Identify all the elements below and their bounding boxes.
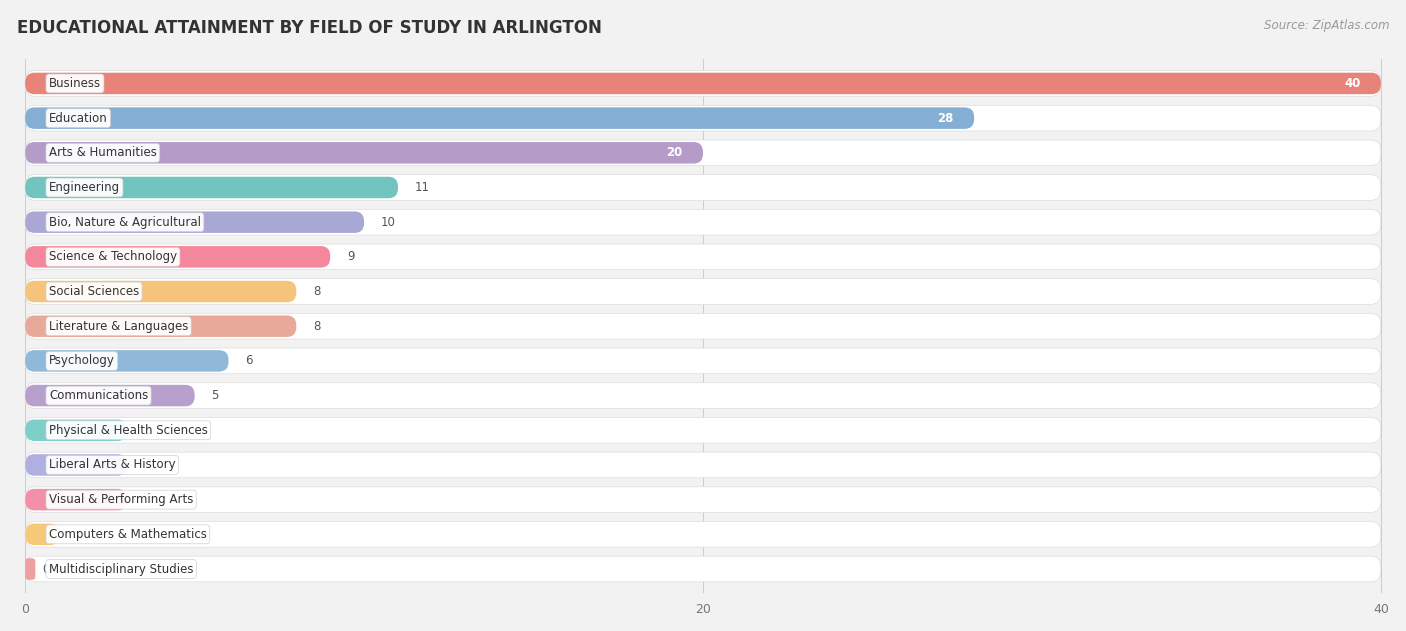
FancyBboxPatch shape [25,279,1381,304]
Text: Multidisciplinary Studies: Multidisciplinary Studies [49,562,194,575]
FancyBboxPatch shape [25,418,1381,443]
Text: 8: 8 [314,285,321,298]
Text: EDUCATIONAL ATTAINMENT BY FIELD OF STUDY IN ARLINGTON: EDUCATIONAL ATTAINMENT BY FIELD OF STUDY… [17,19,602,37]
Text: 8: 8 [314,320,321,333]
Text: 10: 10 [381,216,396,228]
Text: Bio, Nature & Agricultural: Bio, Nature & Agricultural [49,216,201,228]
FancyBboxPatch shape [25,314,1381,339]
Text: 11: 11 [415,181,430,194]
FancyBboxPatch shape [25,107,974,129]
FancyBboxPatch shape [25,487,1381,512]
Text: 28: 28 [938,112,953,125]
FancyBboxPatch shape [25,454,127,476]
FancyBboxPatch shape [25,281,297,302]
Text: Education: Education [49,112,108,125]
FancyBboxPatch shape [25,73,1381,94]
Text: 5: 5 [211,389,219,402]
FancyBboxPatch shape [25,142,703,163]
Text: Liberal Arts & History: Liberal Arts & History [49,459,176,471]
FancyBboxPatch shape [25,105,1381,131]
FancyBboxPatch shape [25,521,1381,547]
Text: Literature & Languages: Literature & Languages [49,320,188,333]
FancyBboxPatch shape [25,140,1381,166]
FancyBboxPatch shape [25,316,297,337]
Text: Visual & Performing Arts: Visual & Performing Arts [49,493,193,506]
FancyBboxPatch shape [25,558,35,580]
FancyBboxPatch shape [25,383,1381,408]
FancyBboxPatch shape [25,556,1381,582]
Text: 6: 6 [246,355,253,367]
FancyBboxPatch shape [25,209,1381,235]
Text: 3: 3 [143,424,152,437]
FancyBboxPatch shape [25,246,330,268]
Text: 3: 3 [143,459,152,471]
FancyBboxPatch shape [25,385,194,406]
Text: 3: 3 [143,493,152,506]
Text: Business: Business [49,77,101,90]
Text: 20: 20 [666,146,683,159]
FancyBboxPatch shape [25,489,127,510]
Text: Source: ZipAtlas.com: Source: ZipAtlas.com [1264,19,1389,32]
Text: Social Sciences: Social Sciences [49,285,139,298]
FancyBboxPatch shape [25,350,229,372]
FancyBboxPatch shape [25,71,1381,97]
Text: Arts & Humanities: Arts & Humanities [49,146,156,159]
FancyBboxPatch shape [25,524,59,545]
Text: 9: 9 [347,251,354,263]
FancyBboxPatch shape [25,175,1381,200]
Text: Psychology: Psychology [49,355,115,367]
FancyBboxPatch shape [25,211,364,233]
FancyBboxPatch shape [25,348,1381,374]
Text: Engineering: Engineering [49,181,120,194]
FancyBboxPatch shape [25,244,1381,269]
Text: Communications: Communications [49,389,148,402]
Text: 0: 0 [42,562,49,575]
Text: Science & Technology: Science & Technology [49,251,177,263]
FancyBboxPatch shape [25,452,1381,478]
Text: Computers & Mathematics: Computers & Mathematics [49,528,207,541]
FancyBboxPatch shape [25,177,398,198]
Text: 1: 1 [76,528,83,541]
FancyBboxPatch shape [25,420,127,441]
Text: Physical & Health Sciences: Physical & Health Sciences [49,424,208,437]
Text: 40: 40 [1344,77,1361,90]
